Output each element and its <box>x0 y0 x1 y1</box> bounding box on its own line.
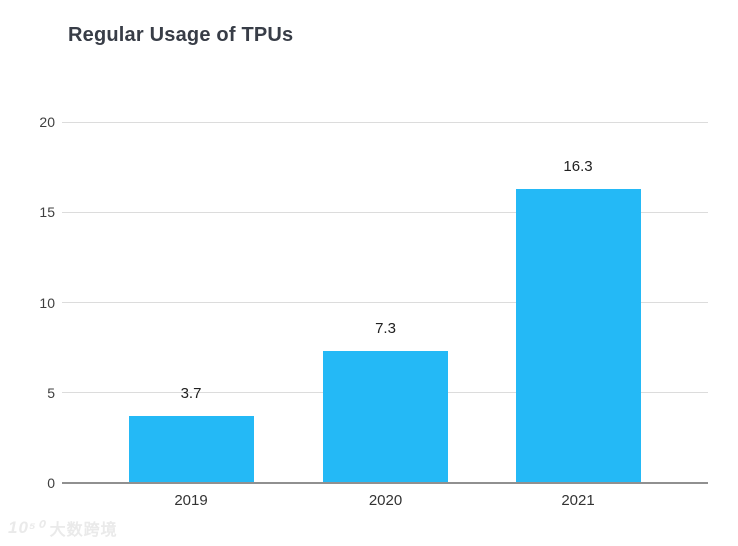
x-axis-tick-label: 2021 <box>561 492 595 509</box>
y-axis-tick-label: 20 <box>39 114 55 130</box>
x-axis-baseline <box>62 482 708 484</box>
gridline <box>62 211 708 213</box>
y-axis-tick-label: 0 <box>47 475 55 491</box>
x-axis-tick-label: 2020 <box>368 492 403 509</box>
y-axis-tick-label: 15 <box>39 204 55 221</box>
y-axis-tick-label: 5 <box>47 384 55 401</box>
bar-value-label: 3.7 <box>180 385 202 403</box>
bar-2020[interactable] <box>323 351 448 483</box>
bar-2021[interactable] <box>515 188 641 483</box>
bar-value-label: 7.3 <box>375 320 396 338</box>
x-axis-tick-label: 2019 <box>174 492 208 509</box>
y-axis-tick-label: 10 <box>39 294 55 311</box>
chart-title: Regular Usage of TPUs <box>68 24 294 46</box>
bar-2019[interactable] <box>128 416 254 483</box>
gridline <box>62 121 708 123</box>
watermark-text: 大数跨境 <box>49 522 118 539</box>
gridline <box>62 302 708 303</box>
bar-value-label: 16.3 <box>563 157 593 175</box>
watermark-logo-icon: 10⁵⁰ <box>8 518 45 537</box>
watermark: 10⁵⁰ 大数跨境 <box>8 516 118 540</box>
